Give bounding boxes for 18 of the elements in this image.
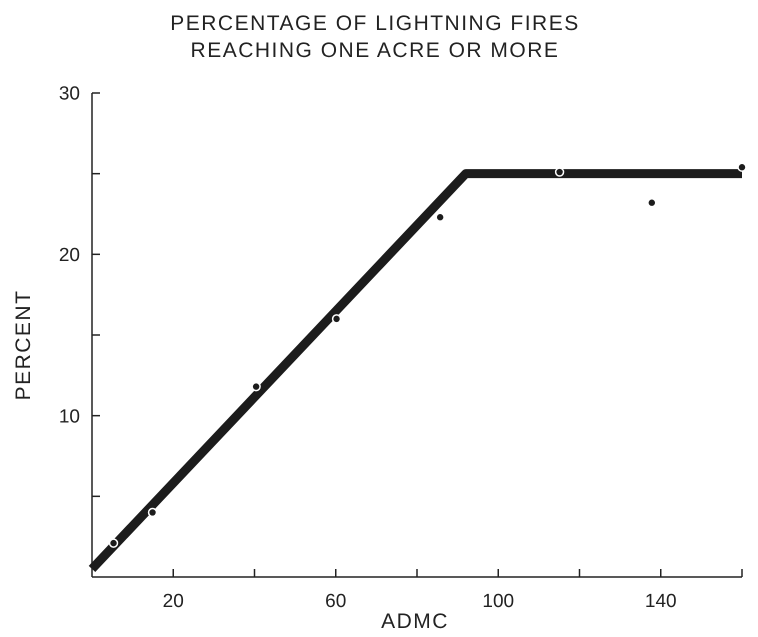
- x-tick-label: 140: [644, 591, 677, 612]
- x-tick-label: 60: [325, 591, 346, 612]
- x-axis-title: ADMC: [381, 610, 449, 633]
- point: [251, 382, 261, 392]
- y-tick-label: 20: [58, 244, 80, 266]
- y-tick-label: 30: [58, 84, 80, 105]
- x-tick-label: 20: [162, 591, 184, 612]
- point: [554, 167, 564, 177]
- x-tick-label: 100: [482, 591, 514, 612]
- point: [737, 162, 747, 172]
- y-axis-title: PERCENT: [12, 290, 35, 400]
- point: [435, 212, 445, 222]
- point: [647, 198, 657, 208]
- chart-title: PERCENTAGE OF LIGHTNING FIRES REACHING ONE ACRE OR MORE: [170, 12, 580, 62]
- point: [332, 314, 342, 324]
- point: [108, 538, 118, 548]
- point: [148, 508, 158, 518]
- y-tick-label: 10: [58, 406, 80, 428]
